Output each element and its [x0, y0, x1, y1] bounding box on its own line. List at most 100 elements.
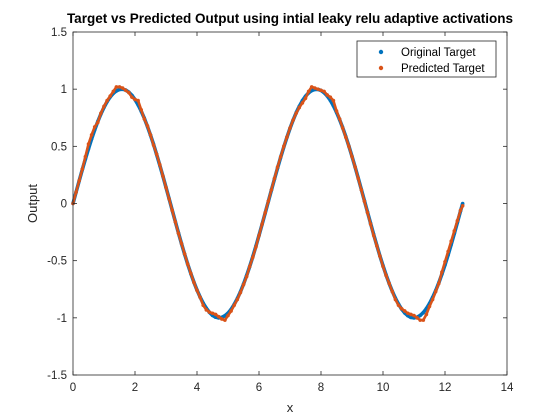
- data-point-predicted-target: [127, 90, 131, 95]
- data-point-predicted-target: [303, 96, 308, 101]
- legend-marker-predicted-target: [378, 65, 384, 71]
- data-point-predicted-target: [83, 154, 88, 159]
- data-point-predicted-target: [300, 101, 305, 105]
- data-point-predicted-target: [424, 312, 429, 317]
- data-point-predicted-target: [158, 162, 162, 167]
- data-point-predicted-target: [133, 97, 137, 102]
- data-point-predicted-target: [328, 95, 333, 99]
- data-point-predicted-target: [179, 241, 184, 246]
- data-point-predicted-target: [365, 210, 370, 215]
- data-point-predicted-target: [322, 89, 326, 94]
- data-point-predicted-target: [443, 260, 447, 264]
- data-point-predicted-target: [198, 295, 202, 300]
- data-point-original-target: [418, 313, 423, 318]
- x-tick-label: 6: [256, 382, 262, 394]
- data-point-predicted-target: [269, 187, 274, 192]
- data-point-predicted-target: [251, 255, 255, 260]
- data-point-predicted-target: [189, 271, 193, 276]
- data-point-predicted-target: [313, 86, 317, 90]
- data-point-predicted-target: [319, 88, 323, 93]
- axes-layer: 0 2 4 6 8 10 12 14 -1.5 -1 -0.5 0 0.5 1 1.5: [47, 27, 514, 394]
- data-point-predicted-target: [260, 222, 264, 226]
- data-point-predicted-target: [148, 133, 153, 137]
- legend-label-original-target: Original Target: [401, 47, 476, 59]
- data-point-predicted-target: [170, 208, 174, 213]
- data-point-predicted-target: [384, 273, 388, 278]
- data-point-predicted-target: [117, 85, 122, 89]
- data-point-predicted-target: [164, 185, 168, 190]
- data-point-predicted-target: [371, 233, 376, 238]
- data-point-predicted-target: [74, 190, 78, 194]
- data-point-predicted-target: [238, 290, 243, 295]
- data-point-predicted-target: [114, 85, 119, 89]
- data-point-predicted-target: [452, 229, 457, 233]
- data-point-predicted-target: [241, 282, 246, 287]
- data-point-predicted-target: [437, 281, 441, 286]
- data-point-predicted-target: [151, 143, 156, 147]
- data-point-predicted-target: [213, 312, 218, 317]
- data-point-predicted-target: [427, 304, 432, 309]
- data-point-predicted-target: [254, 245, 258, 249]
- data-point-predicted-target: [409, 312, 413, 317]
- series-layer: [71, 85, 465, 322]
- x-axis-label: x: [287, 400, 294, 415]
- data-point-predicted-target: [378, 254, 382, 258]
- data-point-predicted-target: [210, 311, 215, 316]
- data-point-predicted-target: [421, 318, 426, 322]
- y-tick-label: 1: [61, 84, 67, 96]
- data-point-predicted-target: [99, 111, 103, 115]
- data-point-predicted-target: [446, 249, 450, 254]
- data-point-predicted-target: [344, 135, 348, 139]
- data-point-predicted-target: [460, 203, 465, 208]
- data-point-predicted-target: [130, 95, 134, 99]
- data-point-predicted-target: [297, 105, 302, 110]
- y-tick-label: 0.5: [51, 141, 67, 153]
- data-point-predicted-target: [440, 270, 444, 274]
- data-point-predicted-target: [325, 93, 330, 97]
- plot-area: [73, 32, 507, 375]
- x-tick-label: 8: [318, 382, 324, 394]
- data-point-predicted-target: [161, 174, 165, 178]
- legend-box: [356, 40, 497, 78]
- data-point-predicted-target: [350, 154, 354, 159]
- data-point-predicted-target: [142, 117, 147, 121]
- data-point-predicted-target: [111, 89, 116, 94]
- data-point-predicted-target: [368, 222, 373, 226]
- data-point-original-target: [409, 315, 413, 320]
- data-point-predicted-target: [455, 218, 460, 223]
- data-point-predicted-target: [449, 239, 454, 244]
- data-point-predicted-target: [390, 289, 395, 294]
- data-point-predicted-target: [387, 281, 392, 286]
- legend: Original Target Predicted Target: [356, 40, 497, 78]
- data-point-predicted-target: [201, 303, 205, 308]
- data-point-predicted-target: [220, 317, 224, 321]
- data-point-predicted-target: [192, 280, 196, 285]
- data-point-predicted-target: [347, 144, 351, 149]
- data-point-predicted-target: [458, 208, 463, 213]
- data-point-predicted-target: [362, 199, 367, 204]
- data-point-predicted-target: [415, 316, 419, 320]
- data-point-predicted-target: [185, 262, 190, 266]
- data-point-predicted-target: [226, 313, 230, 318]
- data-point-predicted-target: [257, 233, 261, 238]
- data-point-predicted-target: [139, 107, 143, 112]
- y-axis-label: Output: [25, 184, 40, 223]
- data-point-original-target: [421, 310, 426, 315]
- data-point-predicted-target: [285, 135, 289, 139]
- data-point-predicted-target: [80, 167, 85, 171]
- legend-label-predicted-target: Predicted Target: [401, 63, 485, 75]
- y-tick-label: -1: [57, 313, 67, 325]
- data-point-predicted-target: [399, 306, 404, 311]
- x-tick-label: 4: [194, 382, 201, 394]
- data-point-predicted-target: [247, 264, 252, 269]
- data-point-predicted-target: [204, 308, 209, 312]
- data-point-predicted-target: [96, 120, 100, 125]
- data-point-predicted-target: [136, 98, 140, 103]
- y-tick-label: -1.5: [47, 370, 67, 382]
- data-point-predicted-target: [235, 297, 240, 302]
- data-point-predicted-target: [182, 252, 187, 256]
- data-point-predicted-target: [223, 318, 227, 322]
- data-point-predicted-target: [278, 154, 283, 159]
- data-point-predicted-target: [232, 303, 236, 308]
- data-point-original-target: [117, 87, 122, 92]
